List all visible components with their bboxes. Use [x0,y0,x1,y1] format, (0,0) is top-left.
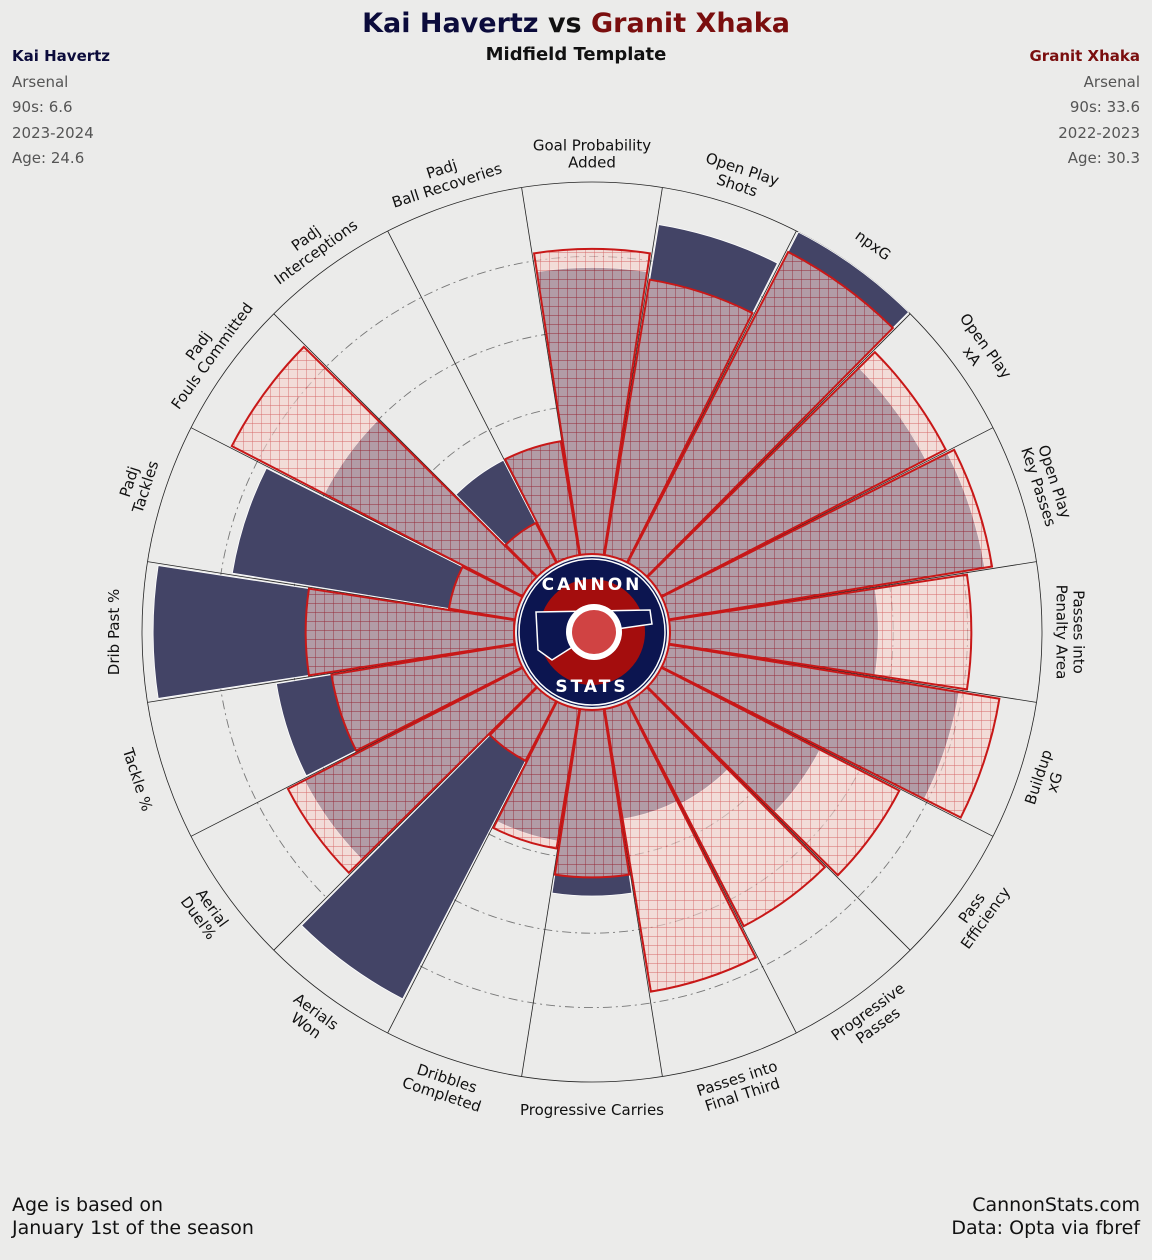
player2-bar [492,700,581,850]
footer-credit: CannonStats.com Data: Opta via fbref [951,1194,1140,1240]
player2-bar [330,643,524,752]
player2-bar [603,278,754,564]
player2-bar [488,686,558,763]
category-label: Progressive Carries [520,1101,664,1119]
logo-outline [518,558,666,706]
player2-name: Granit Xhaka [1029,47,1140,65]
player2-club: Arsenal [1083,72,1140,91]
player2-series [230,247,1001,993]
player2-bar [504,521,558,578]
player2-season: 2022-2023 [1058,123,1140,142]
player2-bar [660,448,994,621]
player2-bar [532,247,652,557]
title-vs: vs [547,8,582,39]
footer-note-line1: Age is based on [12,1194,164,1216]
player1-age: Age: 24.6 [12,149,85,167]
player2-bar [603,700,758,993]
cannon-stats-logo: CANNON STATS [517,557,667,707]
player1-club: Arsenal [12,72,69,91]
category-label: Drib Past % [105,589,123,675]
chart-title: Kai Havertz vs Granit Xhaka [0,4,1152,44]
player1-name: Kai Havertz [12,47,111,65]
category-label: Goal Probability Added [533,137,651,172]
player2-bar [286,666,538,875]
chart-subtitle: Midfield Template [485,44,667,65]
logo-bottom-text: STATS [555,677,628,697]
title-player1: Kai Havertz [362,8,539,39]
title-player2: Granit Xhaka [591,8,790,39]
category-label: npxG [852,226,895,264]
player1-90s: 90s: 6.6 [12,98,73,116]
category-label: Passes intoPenalty Area [1053,585,1088,680]
footer-note: Age is based on January 1st of the seaso… [12,1194,254,1240]
category-label: Open PlayShots [698,149,781,206]
player2-bar [230,345,538,598]
player2-bar [660,643,1001,819]
player2-info: Granit Xhaka Arsenal 90s: 33.6 2022-2023… [1029,44,1140,172]
player2-bar [626,250,895,578]
player1-season: 2023-2024 [12,123,94,142]
logo-top-text: CANNON [542,575,643,595]
player2-bar [667,573,973,691]
player2-bar [553,707,631,879]
player2-bar [503,440,581,564]
footer-source: Data: Opta via fbref [951,1217,1140,1239]
footer-note-line2: January 1st of the season [12,1217,254,1239]
player2-bar [304,587,517,677]
category-label: PadjTackles [112,453,162,516]
player1-info: Kai Havertz Arsenal 90s: 6.6 2023-2024 A… [12,44,110,172]
category-label: Tackle % [118,745,156,814]
category-label: BuildupxG [1021,747,1072,812]
cannon-wheel-hub-icon [572,610,616,654]
player2-bar [646,666,901,877]
player2-age: Age: 30.3 [1067,149,1140,167]
footer-site: CannonStats.com [972,1194,1140,1216]
player2-90s: 90s: 33.6 [1069,98,1140,116]
player2-bar [447,565,524,621]
player2-bar [626,686,827,928]
player2-bar [646,350,947,598]
